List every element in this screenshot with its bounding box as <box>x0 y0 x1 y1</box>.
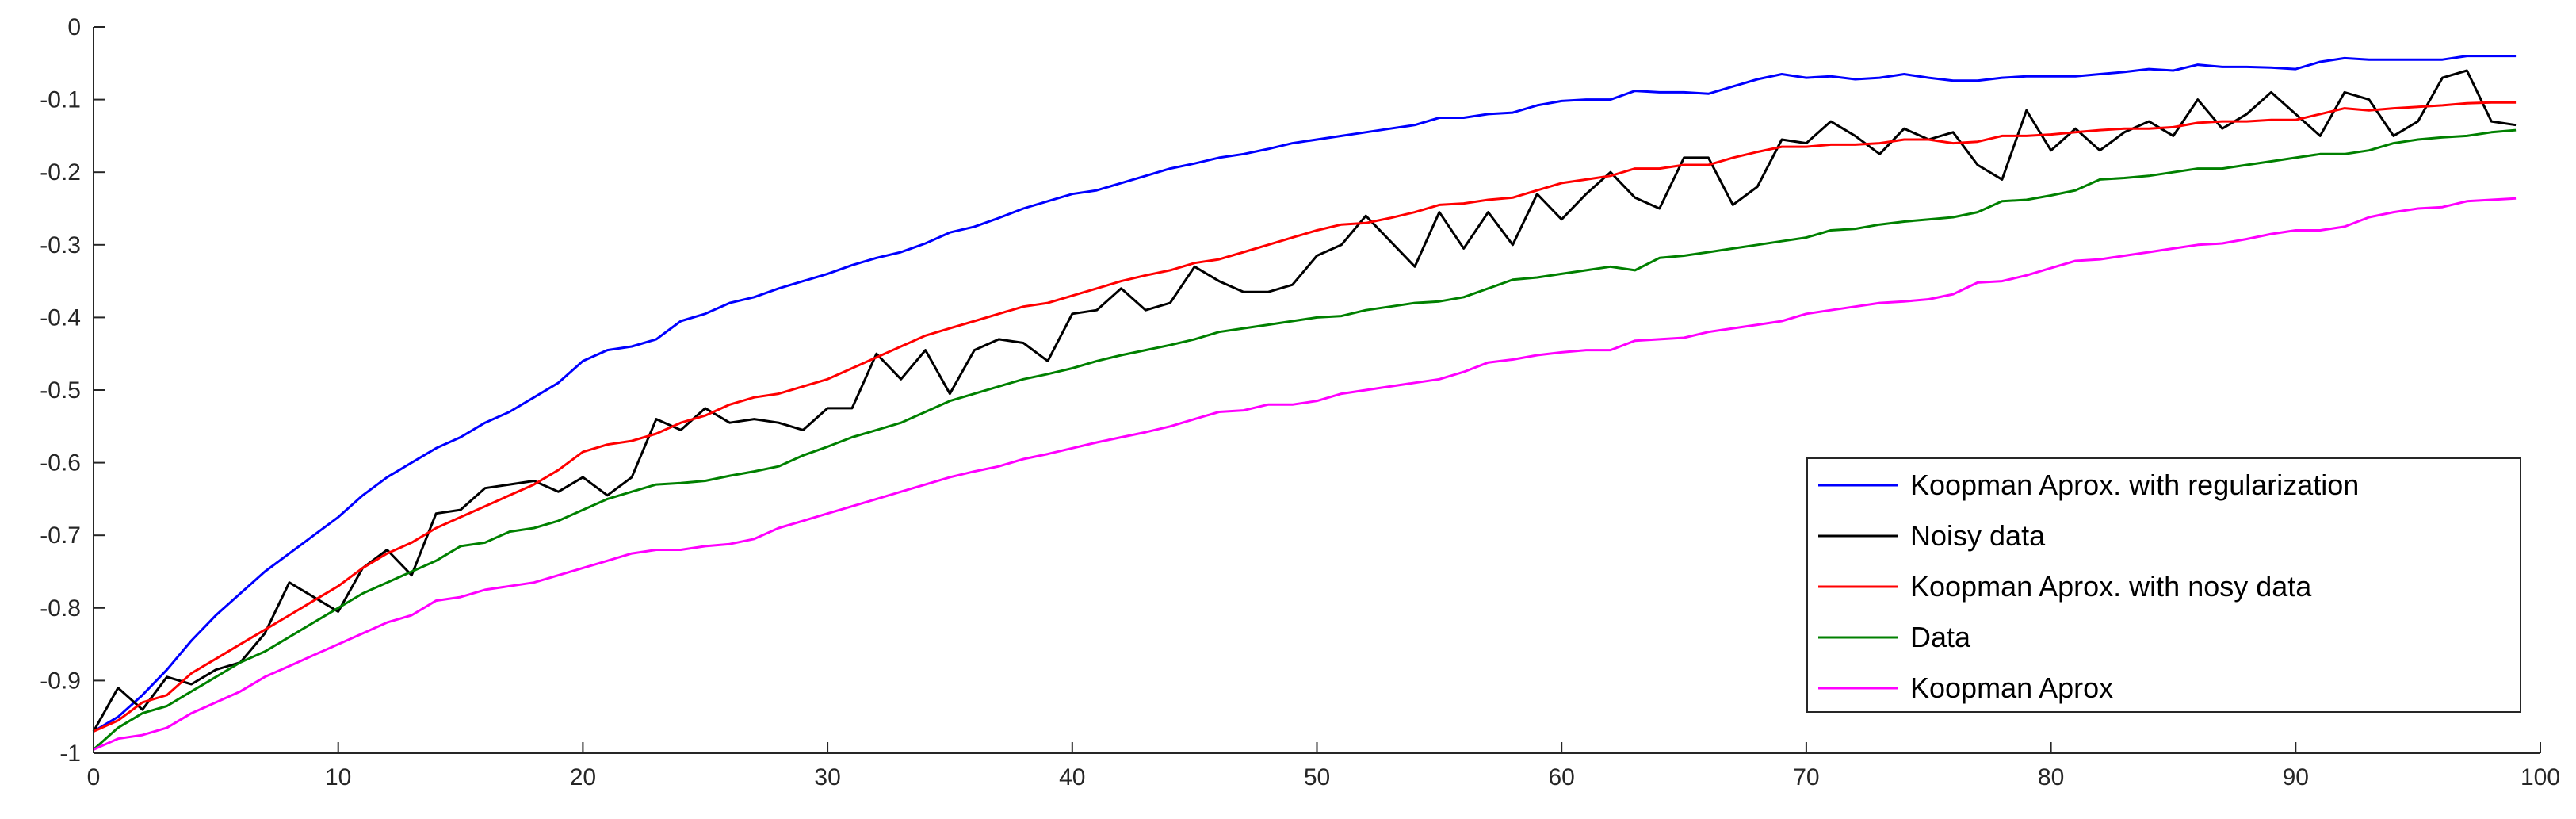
ticks-layer: 0 10 20 30 40 50 60 70 80 90 100 0 -0.1 -0.2 -0.3 -0.4 -… <box>40 14 2560 790</box>
series-line-4 <box>93 197 2517 751</box>
series-line-3 <box>93 128 2517 751</box>
legend-label-0: Koopman Aprox. with regularization <box>1910 469 2359 501</box>
y-tick-label: 0 <box>67 14 81 40</box>
x-tick-label: 50 <box>1304 764 1330 790</box>
series-line-2 <box>93 101 2517 733</box>
y-tick-label: -0.8 <box>40 595 81 622</box>
x-tick-label: 80 <box>2038 764 2064 790</box>
y-tick-label: -0.6 <box>40 450 81 476</box>
x-tick-label: 70 <box>1793 764 1819 790</box>
x-tick-label: 100 <box>2521 764 2560 790</box>
x-tick-label: 20 <box>570 764 596 790</box>
x-tick-label: 40 <box>1059 764 1085 790</box>
x-tick-label: 0 <box>87 764 101 790</box>
series-layer <box>92 55 2517 751</box>
x-tick-label: 10 <box>325 764 351 790</box>
legend-label-2: Koopman Aprox. with nosy data <box>1910 570 2312 603</box>
legend: Koopman Aprox. with regularization Noisy … <box>1806 457 2521 713</box>
x-tick-label: 60 <box>1549 764 1575 790</box>
legend-label-1: Noisy data <box>1910 519 2046 552</box>
y-tick-label: -0.2 <box>40 159 81 186</box>
y-tick-label: -0.1 <box>40 87 81 113</box>
y-tick-label: -0.5 <box>40 377 81 404</box>
y-tick-label: -1 <box>59 741 81 767</box>
series-line-1 <box>92 69 2517 733</box>
x-tick-label: 90 <box>2283 764 2309 790</box>
legend-label-3: Data <box>1910 621 1971 653</box>
y-tick-label: -0.3 <box>40 232 81 258</box>
legend-label-4: Koopman Aprox <box>1910 672 2113 704</box>
series-line-0 <box>93 55 2517 733</box>
y-tick-label: -0.9 <box>40 668 81 694</box>
y-tick-label: -0.4 <box>40 304 81 331</box>
legend-box <box>1806 457 2521 713</box>
x-tick-label: 30 <box>814 764 840 790</box>
y-tick-label: -0.7 <box>40 522 81 549</box>
